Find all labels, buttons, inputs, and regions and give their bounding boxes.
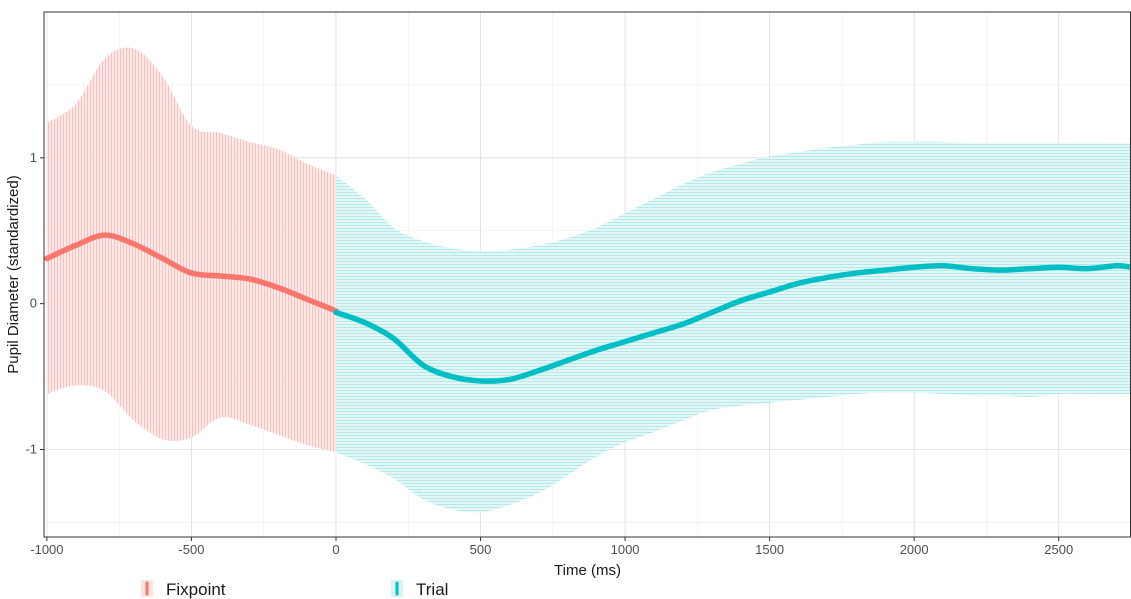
legend-item-fixpoint: Fixpoint [141,580,226,599]
ribbon-trial [335,141,1131,513]
y-tick-label: 0 [30,296,37,311]
x-tick-label: -1000 [30,542,63,557]
x-tick-label: 1000 [611,542,640,557]
ribbon-layer [46,47,1131,513]
y-axis-title: Pupil Diameter (standardized) [5,175,22,373]
y-tick-label: -1 [25,442,37,457]
legend-label: Trial [416,580,448,599]
line-trial [333,262,1131,384]
x-tick-label: 1500 [755,542,784,557]
legend-item-trial: Trial [391,580,448,599]
ribbon-fixpoint [46,47,336,453]
x-axis-title: Time (ms) [554,562,621,579]
line-fixpoint [44,232,339,314]
line-layer [44,232,1131,384]
x-tick-label: 500 [470,542,492,557]
x-tick-label: 2000 [900,542,929,557]
y-axis: -1 0 1 [25,150,44,457]
x-axis: -1000 -500 0 500 1000 1500 2000 2500 [30,537,1073,557]
x-tick-label: -500 [178,542,204,557]
x-tick-label: 0 [332,542,339,557]
legend-label: Fixpoint [166,580,226,599]
y-tick-label: 1 [30,150,37,165]
x-tick-label: 2500 [1044,542,1073,557]
legend: Fixpoint Trial [141,580,448,599]
